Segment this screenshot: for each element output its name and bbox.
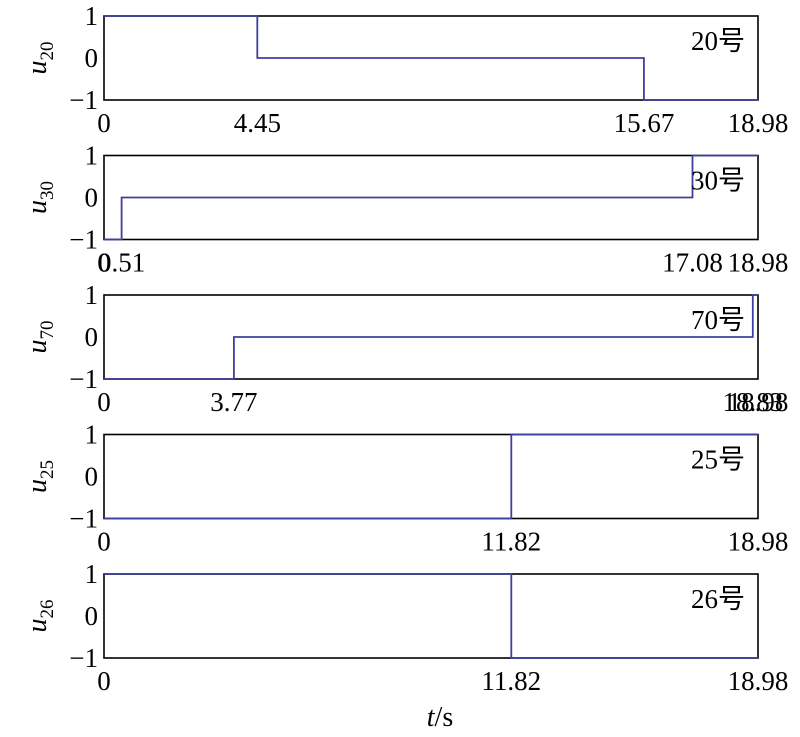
y-axis-label: u30 <box>22 181 58 214</box>
series-line <box>104 433 758 520</box>
y-tick-label: 1 <box>85 1 99 31</box>
x-tick-label: 0 <box>97 248 111 278</box>
x-tick-label: 3.77 <box>210 387 257 417</box>
y-tick-label: 1 <box>85 420 99 450</box>
series-line <box>104 294 758 380</box>
panel-tag: 70号 <box>691 305 745 335</box>
x-tick-label: 15.67 <box>614 108 675 138</box>
y-tick-label: −1 <box>69 225 98 255</box>
x-tick-label: 0.51 <box>98 248 145 278</box>
panel-tag: 20号 <box>691 26 745 56</box>
panel-tag: 26号 <box>691 584 745 614</box>
y-tick-label: 1 <box>85 141 99 171</box>
x-tick-label: 18.98 <box>728 387 789 417</box>
plot-frame <box>103 433 759 520</box>
y-tick-label: −1 <box>69 364 98 394</box>
y-tick-label: 0 <box>85 601 99 631</box>
x-tick-label: 0 <box>97 387 111 417</box>
y-tick-label: 0 <box>85 183 99 213</box>
y-tick-label: 0 <box>85 43 99 73</box>
panel-tag: 30号 <box>691 166 745 196</box>
y-axis-label: u70 <box>22 321 58 354</box>
y-axis-label: u26 <box>22 600 58 633</box>
x-tick-label: 18.98 <box>728 666 789 696</box>
plot-frame <box>103 15 759 101</box>
y-tick-label: 1 <box>85 559 99 589</box>
y-tick-label: 0 <box>85 462 99 492</box>
x-tick-label: 0 <box>97 108 111 138</box>
series-line <box>104 15 758 101</box>
y-tick-label: 1 <box>85 280 99 310</box>
series-line <box>104 154 758 241</box>
plot-frame <box>103 154 759 241</box>
x-tick-label: 0 <box>97 666 111 696</box>
y-tick-label: 0 <box>85 322 99 352</box>
x-tick-label: 18.98 <box>728 248 789 278</box>
x-tick-label: 17.08 <box>662 248 723 278</box>
y-axis-label: u20 <box>22 42 58 75</box>
x-tick-label: 18.98 <box>728 527 789 557</box>
panel-tag: 25号 <box>691 445 745 475</box>
y-axis-label: u25 <box>22 460 58 493</box>
x-axis-label: t/s <box>427 702 453 733</box>
plot-frame <box>103 573 759 659</box>
y-tick-label: −1 <box>69 85 98 115</box>
x-tick-label: 0 <box>97 527 111 557</box>
x-tick-label: 11.82 <box>481 666 541 696</box>
x-tick-label: 18.83 <box>722 387 783 417</box>
y-tick-label: −1 <box>69 504 98 534</box>
x-tick-label: 4.45 <box>234 108 281 138</box>
series-line <box>104 573 758 659</box>
plot-frame <box>103 294 759 380</box>
y-tick-label: −1 <box>69 643 98 673</box>
x-tick-label: 11.82 <box>481 527 541 557</box>
x-tick-label: 18.98 <box>728 108 789 138</box>
